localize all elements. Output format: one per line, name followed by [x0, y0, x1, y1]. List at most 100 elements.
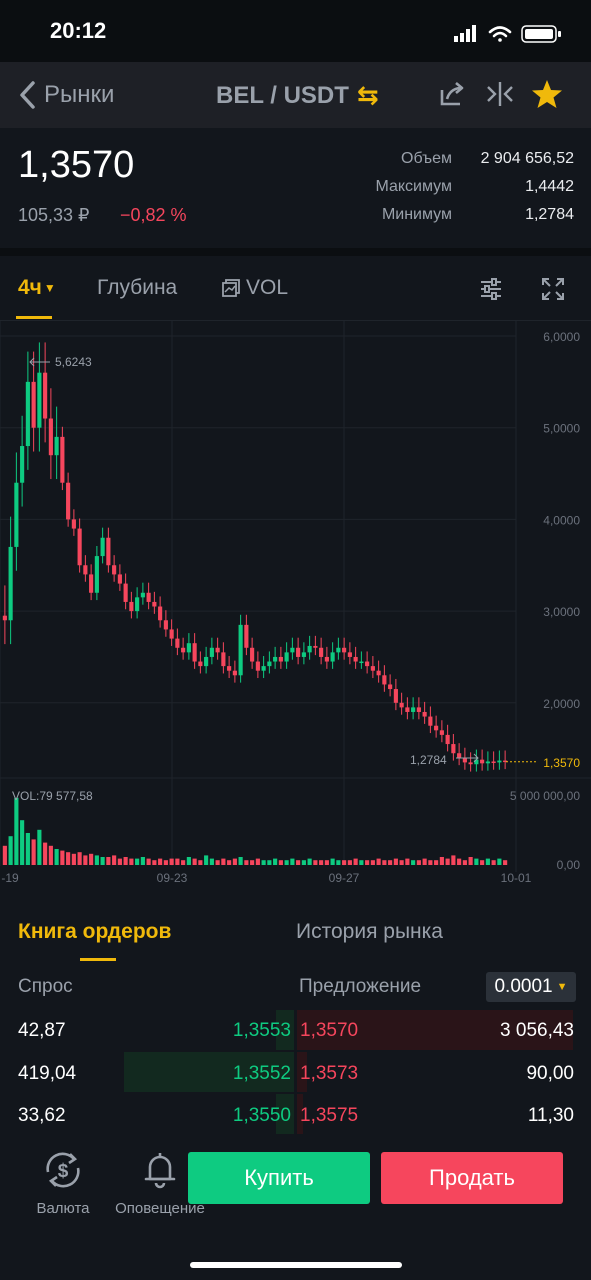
- candle-body: [370, 666, 375, 671]
- share-icon[interactable]: [438, 80, 466, 108]
- ask-qty[interactable]: 11,30: [527, 1105, 574, 1126]
- ask-qty[interactable]: 90,00: [526, 1063, 574, 1084]
- sell-button[interactable]: Продать: [381, 1152, 563, 1204]
- candle-body: [399, 702, 404, 708]
- candle-body: [497, 760, 502, 763]
- volume-bar: [43, 842, 48, 865]
- tab-depth[interactable]: Глубина: [97, 276, 178, 299]
- fullscreen-icon[interactable]: [542, 278, 564, 300]
- last-price: 1,3570: [18, 144, 135, 186]
- candle-body: [2, 615, 7, 621]
- back-button[interactable]: Рынки: [18, 80, 114, 110]
- favorite-star-icon[interactable]: [531, 79, 563, 109]
- bid-price[interactable]: 1,3550: [232, 1105, 291, 1126]
- volume-bars: [2, 797, 508, 865]
- swap-icon: ⇆: [356, 80, 379, 110]
- ask-price[interactable]: 1,3575: [300, 1105, 359, 1126]
- tab-vol[interactable]: VOL: [222, 276, 288, 300]
- volume-bar: [353, 858, 358, 865]
- volume-bar: [140, 857, 145, 865]
- volume-bar: [434, 860, 439, 865]
- volume-bar: [66, 852, 71, 865]
- volume-bar: [416, 860, 421, 865]
- alerts-button[interactable]: Оповещение: [110, 1150, 210, 1220]
- stat-volume-value: 2 904 656,52: [480, 150, 574, 167]
- volume-bar: [169, 858, 174, 865]
- candle-body: [112, 565, 117, 575]
- volume-bar: [342, 860, 347, 865]
- candle-body: [60, 436, 65, 483]
- volume-bar: [77, 852, 82, 865]
- currency-button[interactable]: $ Валюта: [26, 1150, 100, 1220]
- volume-bar: [497, 858, 502, 865]
- candle-body: [445, 734, 450, 745]
- stat-high-label: Максимум: [375, 178, 452, 195]
- bid-qty[interactable]: 33,62: [18, 1105, 66, 1126]
- volume-bar: [31, 839, 36, 865]
- volume-bar: [382, 860, 387, 865]
- tab-interval[interactable]: 4ч ▼: [18, 276, 56, 300]
- ask-price[interactable]: 1,3573: [300, 1063, 359, 1084]
- volume-bar: [71, 853, 76, 865]
- candle-body: [25, 381, 30, 447]
- candle-body: [8, 546, 13, 621]
- candle-body: [215, 647, 220, 653]
- volume-bar: [411, 860, 416, 865]
- status-icons: [454, 25, 561, 43]
- candle-body: [48, 418, 53, 456]
- battery-icon: [521, 25, 561, 43]
- candle-body: [37, 372, 42, 428]
- ask-qty[interactable]: 3 056,43: [500, 1020, 574, 1041]
- volume-bar: [117, 858, 122, 865]
- candle-body: [451, 744, 456, 754]
- precision-select[interactable]: 0.0001 ▼: [486, 972, 576, 1002]
- volume-bar: [330, 858, 335, 865]
- volume-bar: [393, 858, 398, 865]
- pair-selector[interactable]: BEL / USDT ⇆: [216, 80, 379, 111]
- volume-bar: [428, 860, 433, 865]
- candle-body: [14, 482, 19, 547]
- tab-market-history[interactable]: История рынка: [296, 920, 443, 943]
- candle-body: [382, 675, 387, 685]
- volume-bar: [163, 860, 168, 865]
- candlestick-chart[interactable]: 6,0000 5,0000 4,0000 3,0000 2,0000 5,6243 1,27…: [0, 320, 591, 896]
- volume-bar: [238, 857, 243, 865]
- candle-body: [457, 753, 462, 758]
- volume-bar: [468, 857, 473, 865]
- volume-bar: [129, 858, 134, 865]
- volume-bar: [192, 858, 197, 865]
- bid-qty[interactable]: 419,04: [18, 1063, 77, 1084]
- buy-button[interactable]: Купить: [188, 1152, 370, 1204]
- volume-bar: [100, 857, 105, 865]
- candle-body: [192, 643, 197, 662]
- volume-bar: [462, 860, 467, 865]
- volume-bar: [221, 858, 226, 865]
- candle-body: [66, 482, 71, 520]
- candle-body: [480, 759, 485, 764]
- volume-bar: [175, 858, 180, 865]
- volume-bar: [20, 820, 25, 865]
- price-change: −0,82 %: [120, 205, 187, 225]
- stat-low-value: 1,2784: [525, 206, 574, 223]
- candle-body: [83, 565, 88, 575]
- bell-icon: [144, 1153, 176, 1189]
- order-book-underline: [80, 958, 116, 961]
- candle-body: [100, 537, 105, 557]
- compare-icon[interactable]: [485, 80, 515, 108]
- candle-body: [485, 761, 490, 764]
- tab-order-book[interactable]: Книга ордеров: [18, 920, 172, 943]
- bid-price[interactable]: 1,3553: [232, 1020, 291, 1041]
- low-label: 1,2784: [410, 753, 447, 767]
- order-tabs: Книга ордеров История рынка: [0, 896, 591, 965]
- candle-body: [278, 656, 283, 662]
- candle-body: [416, 707, 421, 712]
- candle-body: [129, 601, 134, 612]
- settings-sliders-icon[interactable]: [479, 277, 503, 301]
- candle-body: [491, 761, 496, 763]
- alerts-label: Оповещение: [115, 1200, 205, 1217]
- bid-qty[interactable]: 42,87: [18, 1020, 66, 1041]
- bid-price[interactable]: 1,3552: [232, 1063, 291, 1084]
- volume-bar: [198, 860, 203, 865]
- ask-price[interactable]: 1,3570: [300, 1020, 359, 1041]
- candle-body: [462, 757, 467, 763]
